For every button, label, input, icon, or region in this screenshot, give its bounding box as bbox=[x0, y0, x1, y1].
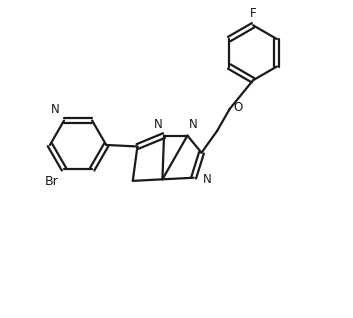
Text: Br: Br bbox=[44, 175, 58, 188]
Text: N: N bbox=[50, 103, 59, 116]
Text: N: N bbox=[203, 173, 212, 186]
Text: N: N bbox=[189, 118, 197, 131]
Text: O: O bbox=[234, 101, 243, 114]
Text: F: F bbox=[250, 7, 256, 20]
Text: N: N bbox=[154, 118, 163, 131]
